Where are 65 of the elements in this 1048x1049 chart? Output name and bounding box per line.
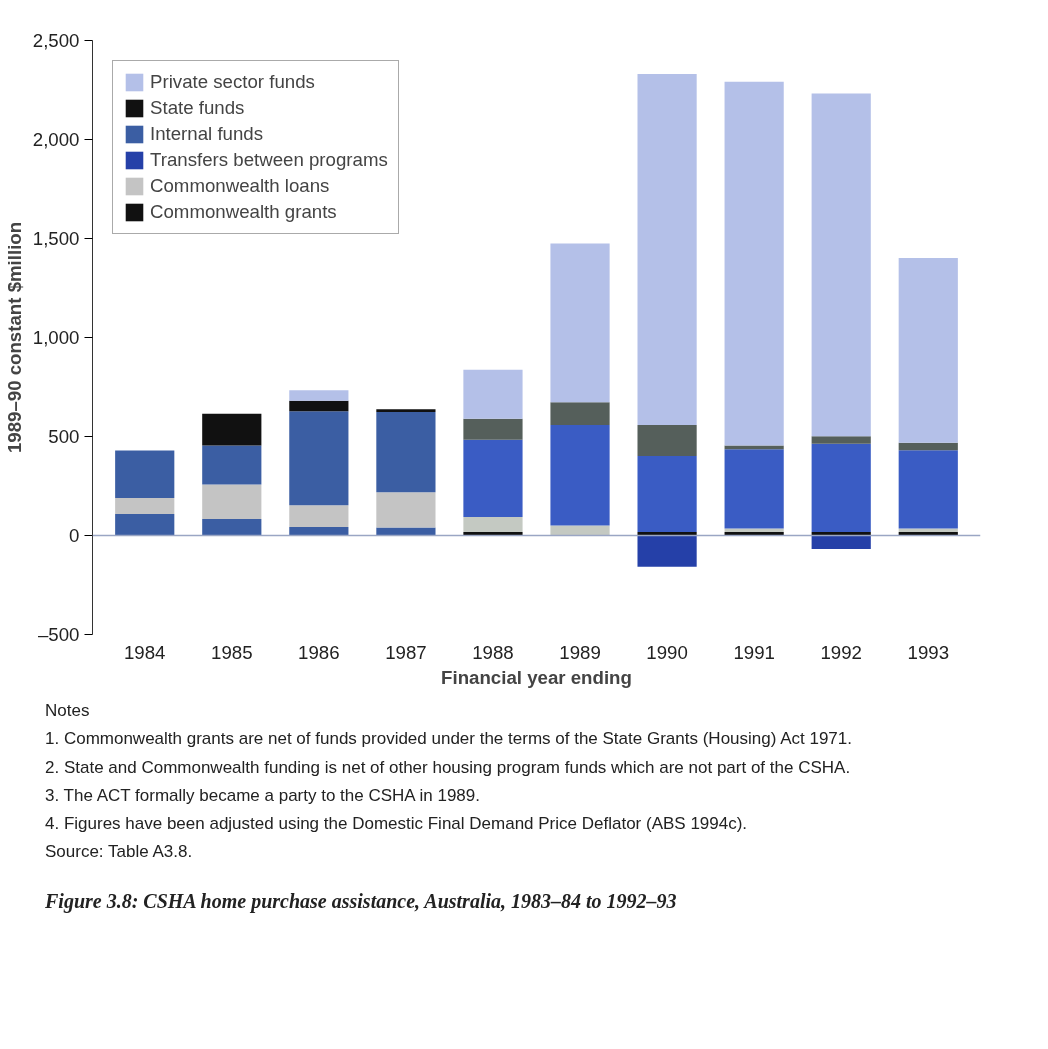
text: Figure 3.8: CSHA home purchase assistance, Australia, 1983–84 to 1992–93: [45, 888, 678, 915]
x-tick-label: 1989: [559, 641, 601, 663]
text: 4. Figures have been adjusted using the Domestic Final Demand Price Deflator (ABS 1994c).: [45, 813, 749, 836]
y-tick-label: 0: [69, 525, 80, 546]
bar: [637, 456, 697, 532]
y-axis-title: 1989–90 constant $million: [3, 221, 25, 454]
bar: [637, 73, 697, 426]
bar: [811, 535, 871, 549]
y-tick-label: –500: [38, 624, 80, 645]
legend-label: Transfers between programs: [150, 149, 388, 171]
legend-label: Commonwealth loans: [150, 175, 330, 197]
x-tick-label: 1987: [385, 641, 427, 663]
bar: [202, 484, 262, 520]
x-tick-label: 1988: [472, 641, 514, 663]
x-tick-label: 1986: [298, 641, 340, 663]
legend-label: State funds: [150, 97, 245, 119]
y-tick-label: 2,500: [32, 30, 80, 51]
source-note: Source: Table A3.8.: [45, 841, 194, 864]
bar: [898, 450, 958, 529]
bar: [115, 513, 175, 536]
bar: [898, 442, 958, 451]
x-tick-label: 1991: [733, 641, 775, 663]
bar: [376, 411, 436, 493]
y-tick-label: 1,000: [32, 327, 80, 348]
bar: [724, 81, 784, 446]
bar: [724, 449, 784, 529]
bar: [463, 439, 523, 518]
bar: [115, 497, 175, 514]
bar: [289, 390, 349, 401]
text: 3. The ACT formally became a party to the CSHA in 1989.: [45, 784, 481, 807]
y-tick-label: 500: [48, 426, 80, 447]
bar: [289, 411, 349, 506]
bar: [463, 517, 523, 532]
text: 2. State and Commonwealth funding is net of other housing program funds which are not part of the CSHA.: [45, 756, 852, 779]
bar: [811, 443, 871, 532]
bar: [115, 450, 175, 498]
bar: [550, 525, 610, 536]
x-axis-title: Financial year ending: [441, 666, 632, 688]
bar: [811, 436, 871, 444]
bar: [376, 492, 436, 528]
bar: [898, 258, 958, 443]
legend-label: Commonwealth grants: [150, 201, 337, 223]
bar: [463, 418, 523, 440]
bar: [724, 445, 784, 450]
bar: [550, 425, 610, 526]
legend-label: Internal funds: [150, 123, 264, 145]
bar: [637, 425, 697, 457]
bar: [637, 535, 697, 567]
bar: [463, 369, 523, 419]
bar: [550, 243, 610, 403]
bar: [550, 402, 610, 426]
y-tick-label: 2,000: [32, 129, 80, 150]
x-tick-label: 1992: [820, 641, 862, 663]
x-tick-label: 1984: [123, 641, 166, 663]
text: Notes: [45, 700, 91, 722]
bar: [289, 505, 349, 527]
bar: [811, 93, 871, 437]
x-tick-label: 1985: [211, 641, 253, 663]
bar: [202, 445, 262, 485]
x-tick-label: 1990: [646, 641, 688, 663]
legend-label: Private sector funds: [150, 71, 315, 93]
text: 1. Commonwealth grants are net of funds provided under the terms of the State Grants (Housing) Act 1971.: [45, 728, 853, 751]
bar: [202, 519, 262, 536]
y-tick-label: 1,500: [32, 228, 80, 249]
x-tick-label: 1993: [907, 641, 950, 663]
